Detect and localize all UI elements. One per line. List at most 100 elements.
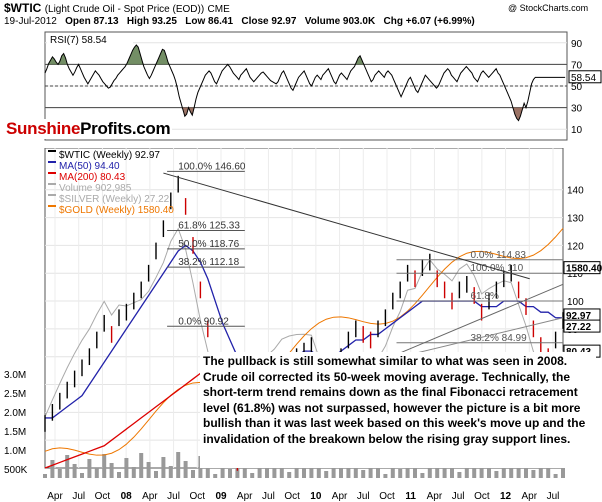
volume-bar	[435, 468, 440, 478]
volume-bar	[287, 472, 292, 478]
volume-bar	[183, 461, 188, 478]
logo-part2: Profits.com	[80, 119, 171, 138]
header-title-line: $WTIC (Light Crude Oil - Spot Price (EOD…	[4, 1, 230, 15]
volume-bar	[57, 469, 62, 478]
legend-swatch	[48, 161, 56, 163]
header-quote-line: 19-Jul-2012 Open 87.13 High 93.25 Low 86…	[4, 16, 475, 27]
symbol-description: (Light Crude Oil - Spot Price (EOD))	[44, 4, 205, 15]
volume-bar	[383, 474, 388, 478]
x-tick-label: Apr	[47, 491, 63, 502]
volume: Volume 903.0K	[304, 16, 376, 27]
rsi-tick-label: 70	[571, 60, 583, 71]
volume-bar	[80, 473, 84, 478]
right-value-label: 1580.40	[566, 264, 602, 275]
x-tick-label: Jul	[72, 491, 85, 502]
volume-bar	[457, 472, 462, 478]
volume-bar	[494, 471, 499, 478]
volume-bar	[464, 458, 469, 478]
fib-left-label: 100.0% 146.60	[178, 161, 246, 172]
volume-bar	[139, 453, 144, 478]
x-tick-label: 08	[121, 491, 133, 502]
volume-bar	[353, 461, 358, 478]
volume-bar	[117, 472, 121, 478]
volume-bar	[361, 470, 366, 478]
high: High 93.25	[126, 16, 177, 27]
x-tick-label: 12	[500, 491, 512, 502]
logo: SunshineProfits.com	[4, 119, 173, 139]
fib-left-label: 0.0% 90.92	[178, 316, 229, 327]
legend-swatch	[48, 183, 56, 185]
x-tick-label: Jul	[262, 491, 275, 502]
legend-swatch	[48, 172, 56, 174]
volume-bar	[420, 473, 425, 478]
volume-bar	[257, 459, 262, 478]
volume-bar	[487, 462, 491, 478]
volume-tick-label: 2.0M	[4, 408, 26, 419]
volume-tick-label: 3.0M	[4, 370, 26, 381]
close: Close 92.97	[241, 16, 297, 27]
volume-bar	[250, 473, 255, 478]
x-tick-label: Apr	[427, 491, 443, 502]
volume-bar	[279, 463, 284, 478]
volume-bar	[450, 463, 454, 478]
x-tick-label: Oct	[474, 491, 490, 502]
low: Low 86.41	[185, 16, 234, 27]
volume-bar	[191, 470, 195, 478]
volume-bar	[427, 459, 432, 478]
fib-right-label: 38.2% 84.99	[471, 333, 528, 344]
price-tick-label: 100	[567, 297, 584, 308]
rsi-title: RSI(7) 58.54	[50, 35, 107, 46]
volume-tick-label: 500K	[4, 465, 28, 476]
volume-bar	[161, 457, 166, 478]
volume-bar	[553, 474, 558, 478]
x-tick-label: Apr	[522, 491, 538, 502]
logo-part1: Sunshine	[6, 119, 81, 138]
analysis-note: The pullback is still somewhat similar t…	[200, 352, 596, 468]
x-tick-label: Jul	[357, 491, 370, 502]
volume-bar	[176, 452, 181, 478]
price-tick-label: 110	[567, 269, 583, 280]
x-tick-label: Jul	[167, 491, 180, 502]
volume-bar	[205, 465, 210, 478]
volume-bar	[109, 463, 114, 478]
volume-bar	[531, 470, 536, 478]
volume-bar	[220, 460, 225, 478]
volume-bar	[124, 458, 129, 478]
volume-bar	[316, 462, 321, 478]
volume-bar	[242, 464, 247, 478]
legend-swatch	[48, 150, 56, 152]
volume-bar	[398, 469, 403, 478]
legend-swatch	[48, 205, 56, 207]
volume-bar	[413, 464, 417, 478]
volume-tick-label: 2.5M	[4, 389, 26, 400]
volume-bar	[546, 465, 551, 478]
volume-bar	[561, 460, 565, 478]
right-value-label: 27.22	[566, 322, 591, 333]
x-tick-label: Oct	[190, 491, 206, 502]
legend-entry: MA(200) 80.43	[59, 172, 126, 183]
x-tick-label: Oct	[284, 491, 300, 502]
right-value-label: 92.97	[566, 311, 591, 322]
price-tick-label: 130	[567, 214, 584, 225]
legend-swatch	[48, 194, 56, 196]
volume-bar	[94, 468, 99, 478]
volume-bar	[524, 461, 528, 478]
rsi-tick-label: 90	[571, 39, 583, 50]
volume-bar	[65, 455, 70, 478]
credit: @ StockCharts.com	[508, 3, 589, 13]
price-tick-label: 120	[567, 241, 584, 252]
legend-entry: $GOLD (Weekly) 1580.40	[59, 205, 174, 216]
x-tick-label: Jul	[547, 491, 560, 502]
volume-bar	[294, 458, 299, 478]
rsi-value-label: 58.54	[571, 73, 596, 84]
fib-right-label: 0.0% 114.83	[471, 250, 527, 261]
date: 19-Jul-2012	[4, 16, 57, 27]
volume-bar	[43, 474, 47, 478]
volume-bar	[131, 467, 136, 478]
x-tick-label: Oct	[95, 491, 111, 502]
volume-bar	[265, 468, 269, 478]
volume-bar	[509, 466, 514, 478]
rsi-title-bg	[47, 33, 133, 45]
gold-line	[44, 227, 564, 456]
volume-bar	[87, 459, 92, 478]
